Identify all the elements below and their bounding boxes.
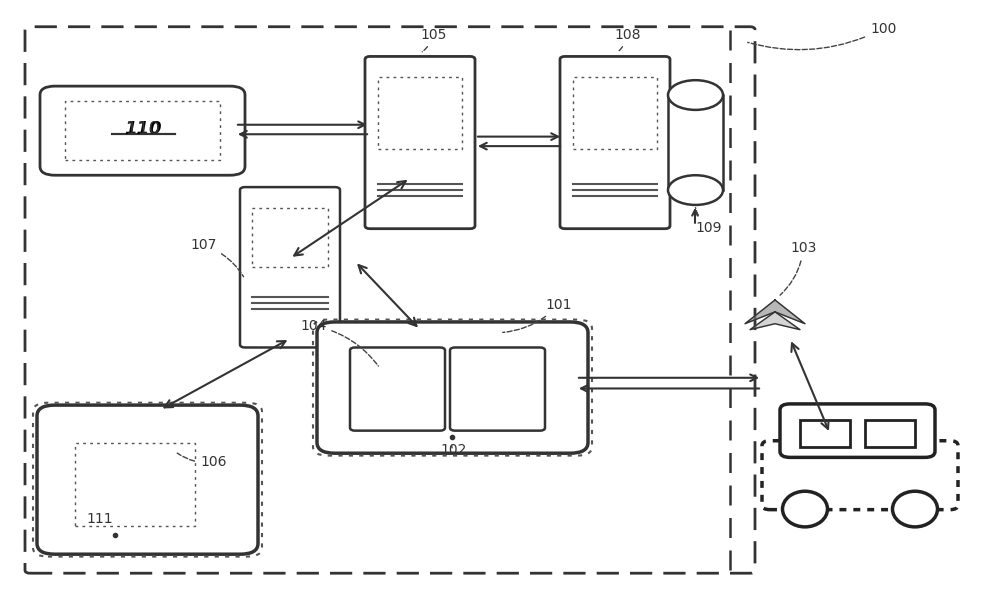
FancyBboxPatch shape [780,404,935,457]
Text: 103: 103 [780,241,816,295]
Polygon shape [750,312,800,330]
Text: 110: 110 [124,121,162,138]
Bar [75,443,195,526]
FancyBboxPatch shape [560,56,670,229]
FancyBboxPatch shape [350,347,445,431]
Bar [378,77,462,148]
Text: 108: 108 [614,27,640,52]
Text: 106: 106 [177,453,226,469]
Ellipse shape [668,175,723,205]
Bar [800,420,850,447]
Ellipse shape [893,491,938,527]
Bar [573,77,657,148]
Bar [252,208,328,267]
Ellipse shape [782,491,828,527]
Text: 100: 100 [748,21,896,50]
FancyBboxPatch shape [450,347,545,431]
Text: 101: 101 [503,298,572,333]
FancyBboxPatch shape [317,322,588,453]
Text: 104: 104 [300,318,378,366]
Polygon shape [745,300,805,324]
FancyBboxPatch shape [37,405,258,554]
Text: 102: 102 [440,443,466,457]
Bar [865,420,915,447]
Text: 109: 109 [695,208,722,235]
FancyBboxPatch shape [762,441,958,510]
Bar [65,101,220,160]
Bar [668,95,723,190]
Ellipse shape [668,80,723,110]
Text: 107: 107 [190,238,244,277]
FancyBboxPatch shape [365,56,475,229]
FancyBboxPatch shape [40,86,245,175]
Text: 110: 110 [126,121,160,138]
Text: 105: 105 [420,27,446,52]
Text: 111: 111 [86,511,113,526]
FancyBboxPatch shape [240,187,340,347]
